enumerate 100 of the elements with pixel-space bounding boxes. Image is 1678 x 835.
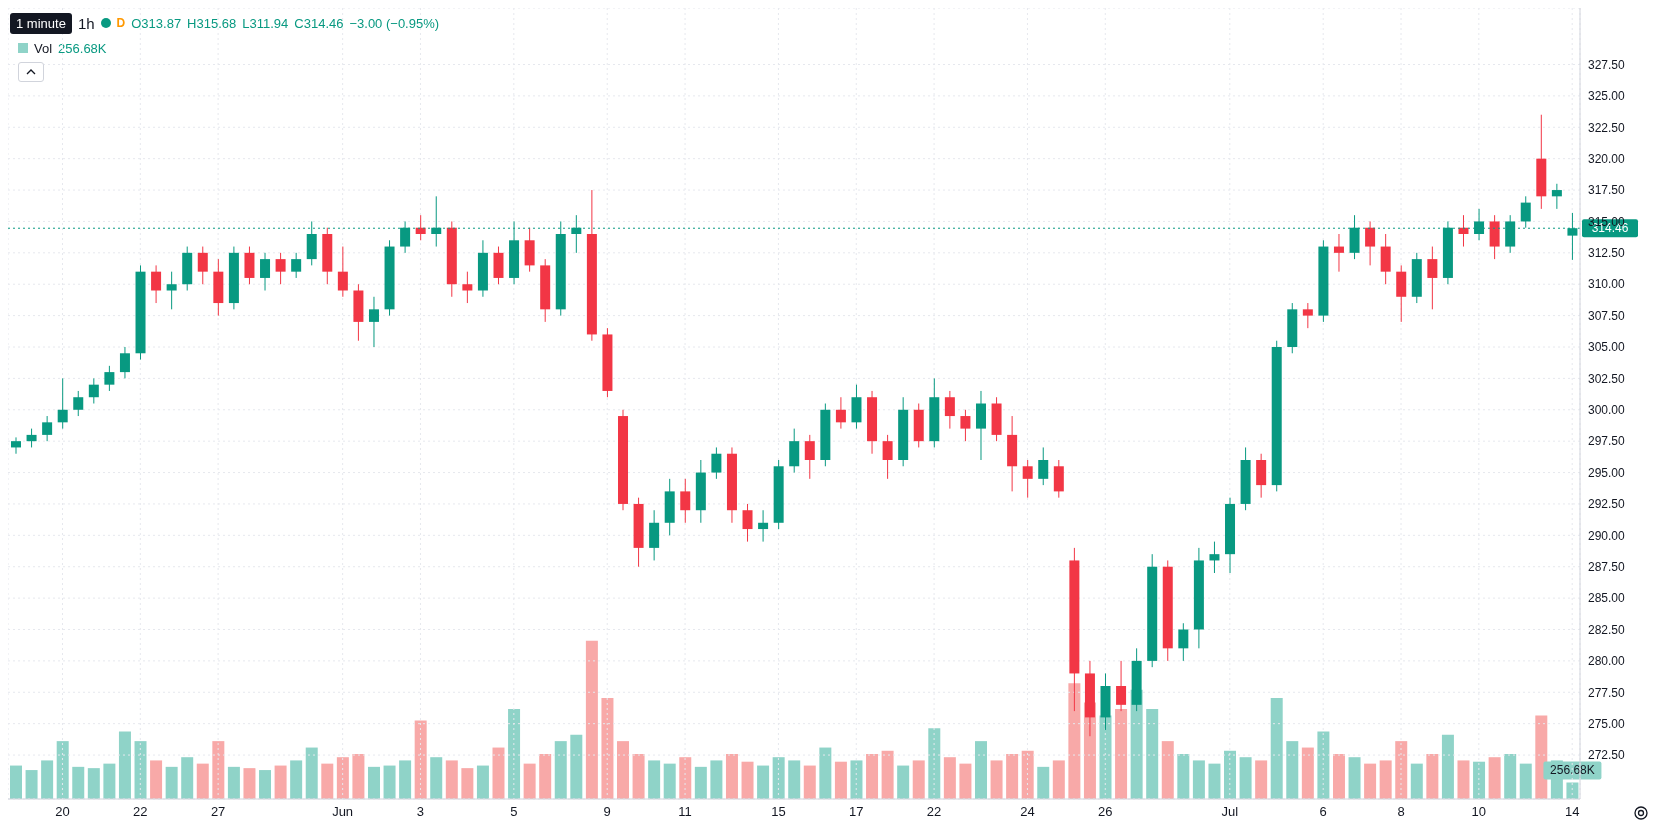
bar [25, 770, 38, 799]
candlestick [1520, 195, 1531, 229]
bar [725, 753, 738, 799]
bar [383, 765, 396, 799]
annotation: L311.94 [242, 15, 289, 31]
x-tick-label: 22 [926, 804, 942, 820]
candlestick [1302, 302, 1313, 329]
bar [1052, 760, 1065, 799]
candlestick [26, 428, 37, 448]
data-label: 256.68K [1550, 763, 1595, 778]
bar [1239, 757, 1252, 799]
text: 1h [77, 14, 95, 32]
bar [274, 765, 287, 799]
bar [1488, 757, 1501, 799]
bar [508, 708, 521, 799]
bar [1208, 763, 1221, 799]
bar [897, 765, 910, 799]
y-tick-label: 307.50 [1588, 308, 1626, 323]
bar [1426, 753, 1439, 799]
candlestick [368, 296, 379, 348]
bar [1255, 760, 1268, 799]
x-tick-label: 6 [1319, 804, 1327, 820]
y-tick-label: 325.00 [1588, 89, 1626, 104]
candlestick [119, 346, 130, 379]
text: 256.68K [58, 40, 107, 56]
bar [243, 768, 256, 799]
bar [974, 741, 987, 799]
bar [803, 765, 816, 799]
bar [103, 763, 116, 799]
x-tick-label: 11 [678, 804, 692, 820]
bar [259, 770, 272, 799]
annotation: C314.46 [294, 15, 344, 31]
bar [1006, 753, 1019, 799]
x-tick-label: Jun [332, 804, 354, 820]
bar [87, 768, 100, 799]
x-tick-label: 27 [210, 804, 226, 820]
bar [554, 741, 567, 799]
bar [476, 765, 489, 799]
bar [227, 766, 240, 799]
bar [181, 757, 194, 799]
candlestick [960, 409, 971, 442]
x-tick-label: 14 [1564, 804, 1580, 820]
bar [134, 741, 147, 799]
y-tick-label: 322.50 [1588, 120, 1626, 135]
candlestick [151, 264, 162, 304]
bar [741, 761, 754, 799]
bar [41, 760, 54, 799]
bar [399, 760, 412, 799]
bar [1161, 741, 1174, 799]
bar [585, 640, 598, 799]
bar [1395, 741, 1408, 799]
candlestick [275, 252, 286, 285]
bar [1146, 708, 1159, 799]
y-tick-label: 300.00 [1588, 403, 1626, 418]
candlestick [882, 434, 893, 480]
bar [1270, 698, 1283, 799]
bar [1348, 757, 1361, 799]
bar [1021, 750, 1034, 799]
bar [788, 760, 801, 799]
bar [990, 760, 1003, 799]
bar [648, 760, 661, 799]
candlestick [1365, 220, 1376, 266]
bar [866, 753, 879, 799]
candlestick [1427, 246, 1438, 310]
bar [1441, 734, 1454, 799]
bar [492, 747, 505, 799]
bar [165, 766, 178, 799]
bar [305, 747, 318, 799]
candlestick [166, 271, 177, 310]
bar [1192, 760, 1205, 799]
bar [1504, 753, 1517, 799]
candlestick [758, 509, 769, 543]
y-tick-label: 277.50 [1588, 685, 1626, 700]
x-tick-label: 24 [1020, 804, 1035, 820]
annotation: D [116, 16, 126, 30]
bar [632, 753, 645, 799]
candlestick [104, 365, 115, 392]
annotation: H315.68 [187, 15, 237, 31]
bar [834, 761, 847, 799]
bar [430, 757, 443, 799]
candlestick [1178, 622, 1189, 662]
y-tick-label: 280.00 [1588, 654, 1626, 669]
candlestick [73, 390, 84, 417]
candlestick [944, 390, 955, 430]
candlestick [1038, 446, 1049, 486]
bar [881, 750, 894, 799]
bar [1177, 753, 1190, 799]
x-tick-label: 8 [1397, 804, 1405, 820]
bar [943, 757, 956, 799]
y-tick-label: 320.00 [1588, 151, 1626, 166]
candlestick [1551, 183, 1562, 210]
bar [1317, 731, 1330, 799]
x-tick-label: 20 [55, 804, 70, 820]
bar [1457, 760, 1470, 799]
y-tick-label: 292.50 [1588, 497, 1626, 512]
bar [1410, 763, 1423, 799]
bar [445, 760, 458, 799]
bar [757, 765, 770, 799]
bar [1473, 761, 1486, 799]
bar [290, 760, 303, 799]
